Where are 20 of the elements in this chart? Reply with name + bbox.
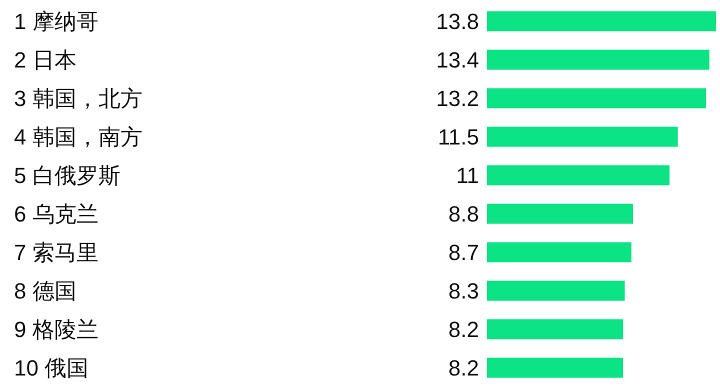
value-label: 8.8 [448,201,479,226]
value-label: 13.4 [436,47,479,72]
value-label: 11.5 [438,124,479,150]
value-label: 8.3 [448,278,479,304]
category: 8 德国 [14,278,76,304]
value-label: 8.2 [448,355,479,380]
category: 5 白俄罗斯 [14,162,120,188]
value-label: 13.2 [436,86,479,111]
category: 3 韩国，北方 [14,86,142,111]
category: 1 摩纳哥 [14,8,98,34]
category: 6 乌克兰 [14,201,98,226]
value-label: 8.7 [448,240,479,265]
category: 10 俄国 [14,355,89,380]
category: 7 索马里 [14,240,98,265]
value-label: 11 [456,162,479,188]
category: 9 格陵兰 [14,316,98,342]
category: 2 日本 [14,47,76,72]
value-label: 13.8 [436,8,479,34]
value-label: 8.2 [448,316,479,342]
category: 4 韩国，南方 [14,124,142,150]
